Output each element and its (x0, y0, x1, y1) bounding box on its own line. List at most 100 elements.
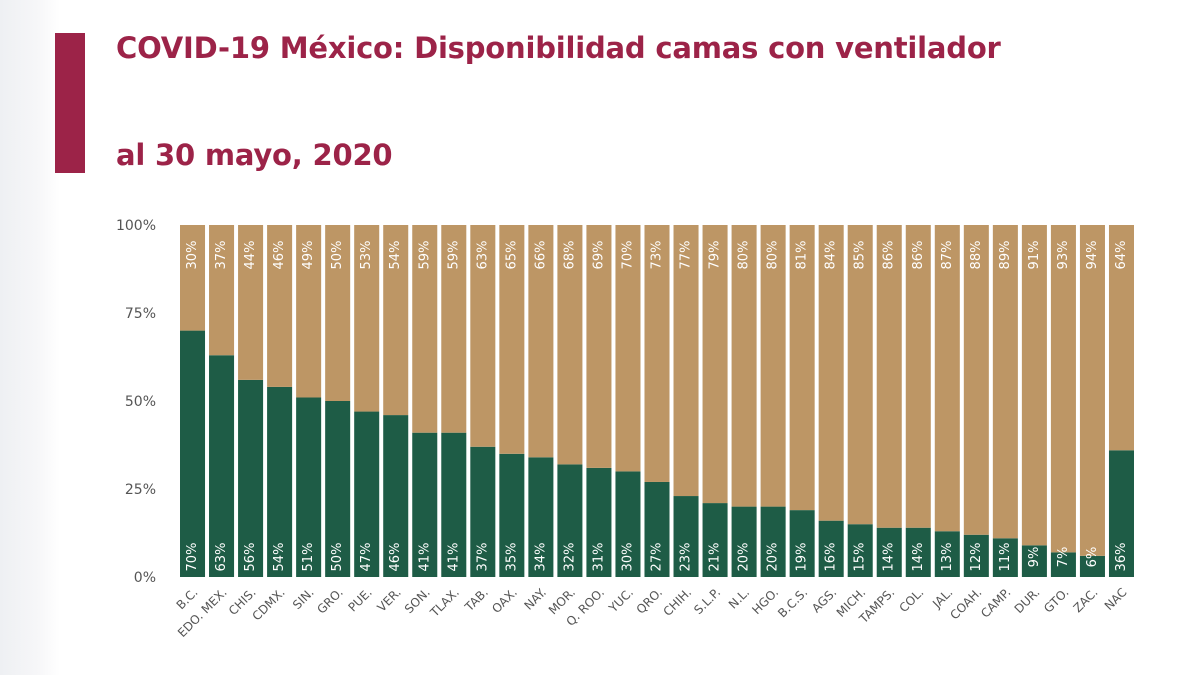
left-margin-decoration (0, 0, 60, 675)
bar-occupied-7 (383, 415, 409, 577)
bar-occupied-label-7: 46% (388, 543, 403, 572)
bar-available-label-24: 86% (882, 241, 897, 270)
bar-available-label-0: 30% (185, 241, 200, 270)
bar-available-11 (499, 225, 525, 454)
bar-occupied-label-9: 41% (446, 543, 461, 572)
bar-occupied-label-28: 11% (998, 543, 1013, 572)
x-category-label-17: CHIH. (661, 585, 695, 619)
bar-available-29 (1021, 225, 1047, 546)
bar-occupied-31 (1079, 555, 1105, 577)
bar-occupied-26 (934, 531, 960, 577)
bar-available-1 (209, 225, 235, 356)
bar-available-label-1: 37% (214, 241, 229, 270)
bar-occupied-14 (586, 467, 612, 577)
bar-occupied-13 (557, 464, 583, 577)
bar-occupied-23 (847, 524, 873, 577)
bar-occupied-11 (499, 453, 525, 577)
bar-available-label-6: 53% (359, 241, 374, 270)
bar-occupied-15 (615, 471, 641, 577)
bar-occupied-label-1: 63% (214, 543, 229, 572)
bar-occupied-5 (325, 401, 351, 577)
bar-available-19 (731, 225, 757, 507)
bar-available-20 (760, 225, 786, 507)
bar-occupied-label-5: 50% (330, 543, 345, 572)
bar-available-18 (702, 225, 728, 504)
bar-available-label-27: 88% (969, 241, 984, 270)
bar-available-12 (528, 225, 554, 458)
x-category-label-21: B.C.S. (775, 585, 810, 620)
bar-occupied-9 (441, 432, 467, 577)
bar-available-25 (905, 225, 931, 528)
x-category-label-4: SIN. (290, 585, 317, 612)
bar-occupied-label-8: 41% (417, 543, 432, 572)
x-category-label-25: COL. (896, 585, 926, 615)
bar-occupied-label-32: 36% (1114, 543, 1129, 572)
bar-occupied-30 (1050, 552, 1076, 577)
x-category-label-11: OAX. (489, 585, 520, 616)
bar-occupied-label-18: 21% (708, 543, 723, 572)
bar-occupied-32 (1108, 450, 1134, 577)
x-category-label-27: COAH. (947, 585, 984, 622)
bar-available-label-8: 59% (417, 241, 432, 270)
bar-available-label-15: 70% (620, 241, 635, 270)
bar-occupied-label-6: 47% (359, 543, 374, 572)
bar-available-label-30: 93% (1056, 241, 1071, 270)
bar-available-3 (267, 225, 293, 387)
x-category-label-5: GRO. (314, 585, 345, 616)
x-category-label-32: NAC (1102, 585, 1130, 613)
bar-available-label-9: 59% (446, 241, 461, 270)
bar-available-10 (470, 225, 496, 447)
bar-available-9 (441, 225, 467, 433)
bar-occupied-label-13: 32% (562, 543, 577, 572)
bar-available-22 (818, 225, 844, 521)
bar-occupied-6 (354, 411, 380, 577)
bar-available-15 (615, 225, 641, 472)
bar-occupied-8 (412, 432, 438, 577)
bar-occupied-4 (296, 397, 322, 577)
bar-occupied-25 (905, 527, 931, 577)
bar-occupied-label-19: 20% (737, 543, 752, 572)
bar-occupied-21 (789, 510, 815, 577)
x-category-label-15: YUC. (605, 585, 636, 616)
x-category-label-30: GTO. (1041, 585, 1071, 615)
bar-occupied-22 (818, 520, 844, 577)
bar-available-0 (180, 225, 206, 331)
bar-occupied-label-16: 27% (650, 543, 665, 572)
x-category-label-12: NAY. (521, 585, 549, 613)
bar-occupied-label-20: 20% (766, 543, 781, 572)
x-category-label-19: N.L. (726, 585, 752, 611)
bar-available-label-13: 68% (562, 241, 577, 270)
bar-available-label-11: 65% (504, 241, 519, 270)
bar-available-label-16: 73% (650, 241, 665, 270)
y-tick-label: 50% (125, 394, 156, 410)
x-category-label-28: CAMP. (978, 585, 1013, 620)
bar-available-label-32: 64% (1114, 241, 1129, 270)
bar-occupied-29 (1021, 545, 1047, 577)
bar-occupied-20 (760, 506, 786, 577)
bar-occupied-0 (180, 330, 206, 577)
bar-available-28 (992, 225, 1018, 539)
bar-occupied-1 (209, 355, 235, 577)
bar-available-17 (673, 225, 699, 497)
bar-occupied-16 (644, 481, 670, 577)
bar-available-5 (325, 225, 351, 401)
bar-available-13 (557, 225, 583, 465)
chart-title-line-1: COVID-19 México: Disponibilidad camas co… (116, 31, 1001, 65)
bar-available-27 (963, 225, 989, 535)
bar-occupied-label-23: 15% (853, 543, 868, 572)
bar-occupied-label-14: 31% (591, 543, 606, 572)
bar-available-8 (412, 225, 438, 433)
y-tick-label: 0% (134, 570, 156, 586)
bar-available-label-31: 94% (1085, 241, 1100, 270)
title-accent-bar (55, 33, 85, 173)
bar-available-31 (1079, 225, 1105, 556)
bar-available-30 (1050, 225, 1076, 553)
bar-occupied-label-2: 56% (243, 543, 258, 572)
bar-occupied-label-21: 19% (795, 543, 810, 572)
bar-available-6 (354, 225, 380, 412)
bar-occupied-19 (731, 506, 757, 577)
bar-available-4 (296, 225, 322, 398)
x-category-label-29: DUR. (1012, 585, 1043, 616)
bar-available-label-21: 81% (795, 241, 810, 270)
bar-occupied-10 (470, 446, 496, 577)
